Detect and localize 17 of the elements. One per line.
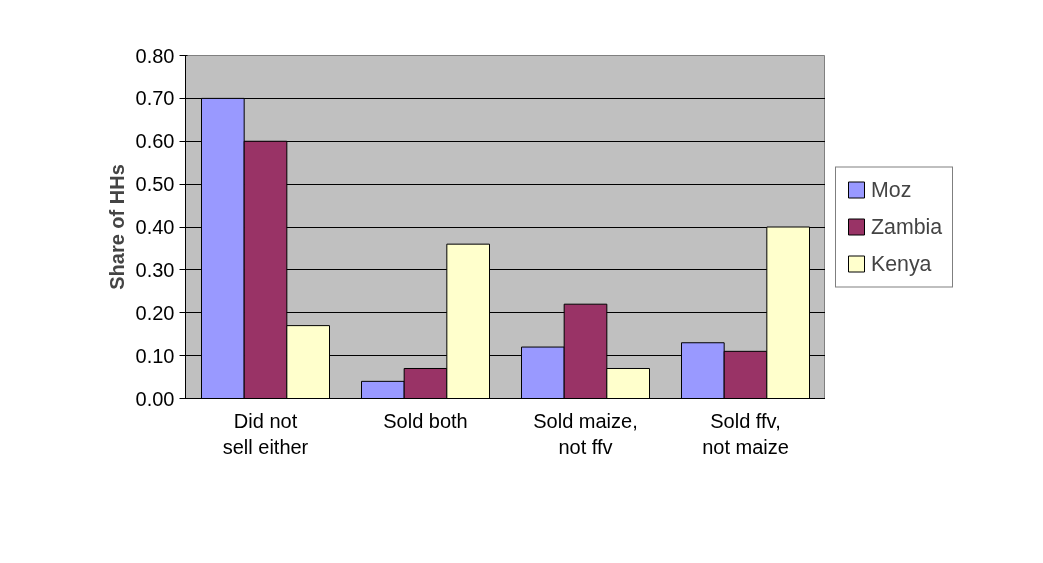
legend-label: Kenya [871, 251, 932, 276]
y-tick-label: 0.00 [135, 387, 175, 410]
y-tick-label: 0.60 [135, 130, 175, 153]
x-tick-label: Sold maize, not ffv [533, 409, 638, 458]
x-tick-label: Did not sell either [222, 409, 309, 458]
x-tick-label: Sold ffv, not maize [702, 409, 789, 458]
y-tick-label: 0.10 [135, 344, 175, 367]
y-tick-label: 0.80 [135, 44, 175, 67]
legend-label: Zambia [871, 214, 943, 239]
y-tick-label: 0.70 [135, 87, 175, 110]
y-tick-label: 0.40 [135, 216, 175, 238]
x-tick-label: Sold both [383, 409, 468, 432]
y-tick-label: 0.50 [135, 173, 175, 196]
y-axis-title: Share of HHs [105, 164, 128, 290]
y-tick-label: 0.30 [135, 258, 175, 281]
legend-label: Moz [871, 177, 912, 202]
y-tick-label: 0.20 [135, 301, 175, 324]
